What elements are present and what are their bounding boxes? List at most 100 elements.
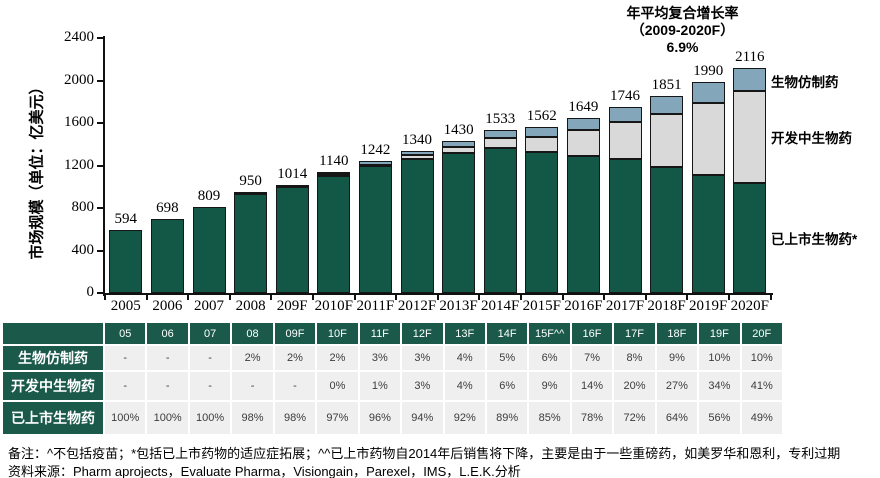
x-axis-tick [728, 293, 730, 300]
table-cell: 6% [529, 346, 570, 370]
y-axis-tick-label: 2000 [64, 71, 94, 88]
table-col-header: 15F^^ [529, 323, 570, 344]
y-axis-tick [97, 79, 104, 82]
bar-segment-marketed [358, 166, 392, 293]
table-cell: 3% [402, 372, 443, 400]
bar-segment-biosimilar [608, 107, 642, 123]
table-cell: - [147, 346, 188, 370]
bar-segment-marketed [608, 159, 642, 293]
bar-value-label: 950 [239, 173, 262, 190]
bar-segment-marketed [566, 156, 600, 293]
table-cell: 49% [741, 402, 782, 434]
bar-value-label: 1746 [610, 88, 640, 105]
bar-segment-pipeline [733, 90, 767, 183]
bar-segment-biosimilar [650, 96, 684, 115]
bar-segment-biosimilar [358, 161, 392, 165]
table-cell: 2% [232, 346, 273, 370]
x-axis-label: 2005 [110, 298, 141, 314]
bar-value-label: 1851 [651, 77, 682, 94]
table-cell: - [189, 372, 231, 400]
x-axis-label: 2013F [439, 298, 478, 314]
x-axis-label: 2018F [647, 298, 686, 314]
bar-value-label: 1533 [485, 111, 516, 128]
table-cell: 5% [486, 346, 528, 370]
bar-segment-pipeline [442, 147, 476, 154]
table-cell: - [105, 346, 146, 370]
footnote-remark: 备注：^不包括疫苗；*包括已上市药物的适应症拓展；^^已上市药物自2014年后销… [8, 446, 841, 461]
x-axis-tick [561, 293, 564, 300]
y-axis-tick [97, 122, 104, 124]
table-cell: 7% [571, 346, 613, 370]
x-axis-tick [270, 293, 273, 300]
table-cell: 1% [359, 372, 401, 400]
table-col-header: 06 [147, 323, 188, 344]
y-axis-title: 市场规模（单位：亿美元） [28, 79, 46, 260]
bar-value-label: 1140 [319, 152, 349, 169]
table-cell: 6% [486, 372, 528, 400]
bar-segment-marketed [317, 175, 351, 293]
bar-segment-marketed [150, 218, 184, 293]
table-col-header: 14F [486, 323, 528, 344]
table-cell: 8% [614, 346, 655, 370]
bar-segment-marketed [442, 153, 476, 293]
y-axis-line [103, 36, 105, 296]
y-axis-tick [97, 292, 104, 294]
bar-segment-biosimilar [275, 185, 309, 188]
legend-label-biosimilar: 生物仿制药 [771, 75, 839, 90]
table-cell: 98% [274, 402, 316, 434]
table-cell: - [105, 372, 146, 400]
table-col-header: 07 [189, 323, 231, 344]
cagr-annotation-line2: （2009-2020F） [630, 22, 735, 38]
bar-value-label: 1242 [360, 142, 391, 159]
bar-value-label: 1340 [402, 131, 432, 148]
bar-value-label: 1014 [277, 166, 308, 183]
bar-segment-marketed [400, 159, 434, 293]
y-axis-tick-label: 1200 [64, 156, 94, 173]
bar-segment-marketed [691, 174, 725, 293]
x-axis-label: 2011F [356, 298, 395, 314]
table-cell: 85% [529, 402, 570, 434]
cagr-annotation-line3: 6.9% [666, 39, 699, 55]
bar-segment-biosimilar [525, 127, 559, 137]
y-axis-tick [97, 37, 104, 39]
bar-segment-marketed [234, 194, 268, 293]
bar-segment-pipeline [525, 136, 559, 152]
table-cell: 72% [614, 402, 655, 434]
footnote-source: 资料来源：Pharm aprojects，Evaluate Pharma，Vis… [8, 464, 521, 478]
table-row-label: 开发中生物药 [3, 372, 103, 400]
x-axis-tick [686, 293, 689, 300]
x-axis-label: 2016F [564, 298, 603, 314]
x-axis-tick [145, 293, 148, 300]
x-axis-label: 2017F [605, 298, 645, 314]
bar-value-label: 1649 [568, 98, 599, 115]
bar-segment-pipeline [358, 164, 392, 167]
bar-segment-marketed [650, 167, 684, 293]
table-cell: 2% [317, 346, 358, 370]
bar-segment-marketed [525, 151, 559, 293]
table-cell: - [147, 372, 188, 400]
bar-segment-marketed [733, 182, 767, 293]
bar-segment-pipeline [650, 114, 684, 168]
table-col-header: 19F [699, 323, 740, 344]
bar-value-label: 1990 [693, 62, 724, 79]
table-col-header: 17F [614, 323, 655, 344]
table-cell: - [189, 346, 231, 370]
x-axis-label: 209F [276, 298, 308, 314]
table-cell: 100% [105, 402, 146, 434]
table-cell: 10% [741, 346, 782, 370]
bar-value-label: 1562 [526, 108, 557, 125]
bar-segment-marketed [192, 207, 226, 293]
table-cell: 41% [741, 372, 782, 400]
bar-segment-pipeline [317, 174, 351, 177]
table-col-header: 13F [444, 323, 485, 344]
bar-segment-biosimilar [483, 130, 517, 139]
y-axis-tick-label: 1600 [64, 114, 94, 130]
x-axis-tick [187, 293, 190, 300]
table-cell: 14% [571, 372, 613, 400]
bar-segment-biosimilar [234, 192, 268, 195]
table-cell: 3% [402, 346, 443, 370]
table-cell: 3% [359, 346, 401, 370]
legend-label-pipeline: 开发中生物药 [771, 131, 852, 146]
table-col-header: 11F [359, 323, 401, 344]
